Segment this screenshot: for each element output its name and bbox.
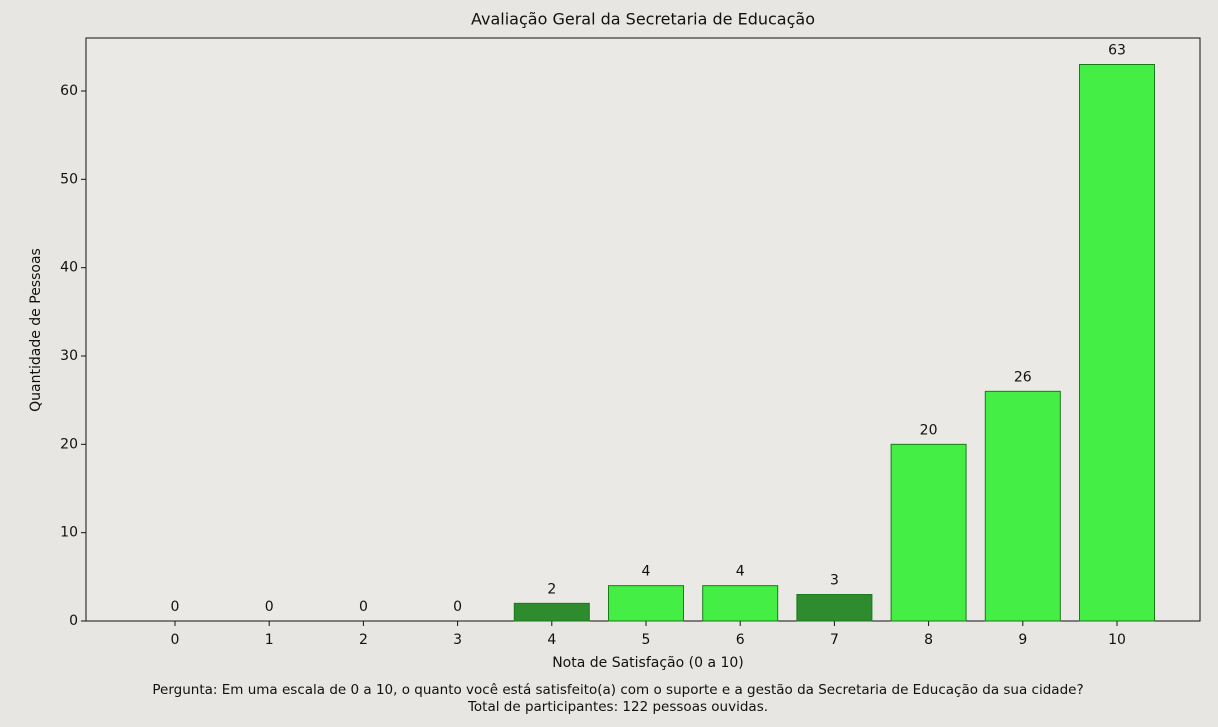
data-label: 63 [1108,43,1126,59]
data-label: 0 [265,599,274,615]
chart-title: Avaliação Geral da Secretaria de Educaçã… [471,10,815,29]
bar [608,585,684,622]
bar [890,443,967,622]
y-tick-label: 10 [60,525,78,541]
x-tick-label: 4 [547,632,556,648]
y-tick-label: 40 [60,260,78,276]
x-tick-label: 8 [924,632,933,648]
x-tick-label: 6 [736,632,745,648]
bar [796,594,873,622]
note: Total de participantes: 122 pessoas ouvi… [467,699,768,715]
data-label: 0 [171,599,180,615]
data-label: 0 [453,599,462,615]
x-tick-label: 9 [1018,632,1027,648]
x-tick-label: 7 [830,632,839,648]
y-tick-label: 20 [60,436,78,452]
y-tick-label: 0 [69,613,78,629]
note: Pergunta: Em uma escala de 0 a 10, o qua… [152,682,1083,698]
y-tick-label: 60 [60,83,78,99]
bar [1079,64,1155,622]
x-tick-label: 2 [359,632,368,648]
y-tick-label: 30 [60,348,78,364]
x-axis-label: Nota de Satisfação (0 a 10) [552,655,744,671]
data-label: 20 [920,422,938,438]
y-axis-label: Quantidade de Pessoas [28,248,44,412]
data-label: 2 [547,581,556,597]
bar [513,602,590,622]
data-label: 4 [642,564,651,580]
x-tick-label: 0 [171,632,180,648]
x-tick-label: 3 [453,632,462,648]
x-tick-label: 5 [642,632,651,648]
data-label: 3 [830,573,839,589]
x-tick-label: 10 [1108,632,1126,648]
data-label: 0 [359,599,368,615]
y-tick-label: 50 [60,171,78,187]
x-tick-label: 1 [265,632,274,648]
data-label: 26 [1014,369,1032,385]
bar [984,390,1061,622]
data-label: 4 [736,564,745,580]
bar [702,585,779,622]
